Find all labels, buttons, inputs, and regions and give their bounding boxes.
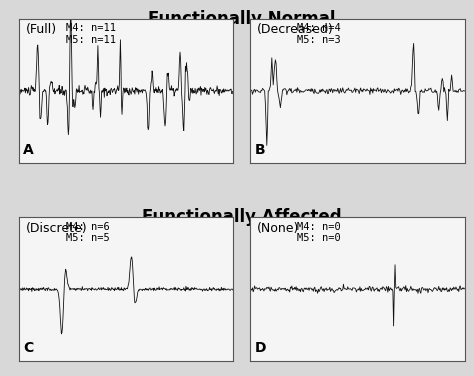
Text: M4: n=11
M5: n=11: M4: n=11 M5: n=11 bbox=[66, 23, 116, 45]
Text: (Decreased): (Decreased) bbox=[257, 23, 334, 36]
Text: D: D bbox=[255, 341, 266, 355]
Text: (Discrete): (Discrete) bbox=[26, 221, 87, 235]
Text: M4: n=4
M5: n=3: M4: n=4 M5: n=3 bbox=[297, 23, 341, 45]
Text: (Full): (Full) bbox=[26, 23, 56, 36]
Text: M4: n=6
M5: n=5: M4: n=6 M5: n=5 bbox=[66, 221, 110, 243]
Text: (None): (None) bbox=[257, 221, 299, 235]
Text: Functionally Normal: Functionally Normal bbox=[148, 10, 336, 28]
Text: C: C bbox=[23, 341, 34, 355]
Text: Functionally Affected: Functionally Affected bbox=[142, 208, 342, 226]
Text: M4: n=0
M5: n=0: M4: n=0 M5: n=0 bbox=[297, 221, 341, 243]
Text: A: A bbox=[23, 143, 34, 157]
Text: B: B bbox=[255, 143, 265, 157]
